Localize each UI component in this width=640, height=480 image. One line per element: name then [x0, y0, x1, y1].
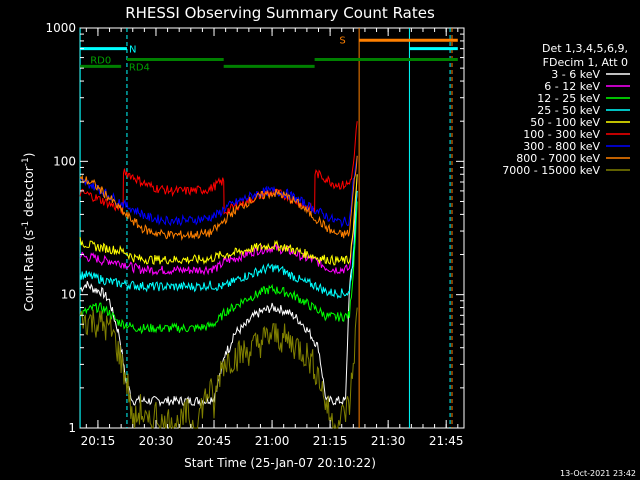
x-tick-label: 21:30	[371, 434, 406, 448]
y-axis-label: Count Rate (s-1 detector-1)	[21, 153, 36, 312]
legend-header-line-1: Det 1,3,4,5,6,9,	[542, 42, 628, 55]
y-axis-label-sup1: -1	[21, 221, 31, 230]
x-tick-label: 21:00	[255, 434, 290, 448]
x-tick-label: 21:15	[313, 434, 348, 448]
y-tick-label: 10	[61, 288, 76, 302]
y-tick-label: 100	[53, 154, 76, 168]
footer-timestamp: 13-Oct-2021 23:42	[560, 469, 636, 478]
legend-header-line-2: FDecim 1, Att 0	[543, 56, 628, 69]
series-layer	[79, 121, 358, 430]
x-tick-label: 20:45	[197, 434, 232, 448]
y-tick-label: 1000	[45, 21, 76, 35]
series-line	[79, 201, 358, 335]
x-tick-label: 20:15	[81, 434, 116, 448]
y-axis-label-sup2: -1	[21, 157, 31, 166]
state-label: S	[339, 35, 345, 46]
legend-entry-label: 3 - 6 keV	[551, 68, 600, 81]
legend: Det 1,3,4,5,6,9, FDecim 1, Att 0 3 - 6 k…	[502, 42, 630, 177]
chart-title: RHESSI Observing Summary Count Rates	[125, 4, 435, 22]
legend-entry-label: 50 - 100 keV	[530, 116, 600, 129]
y-axis-label-mid: detector	[22, 166, 36, 221]
series-line	[79, 190, 358, 299]
series-line	[79, 307, 358, 430]
y-axis-label-main: Count Rate (s	[22, 230, 36, 312]
x-tick-label: 20:30	[139, 434, 174, 448]
legend-entry-label: 25 - 50 keV	[537, 104, 600, 117]
state-label: RD4	[129, 62, 150, 73]
state-label: RD0	[90, 56, 111, 67]
y-tick-label: 1	[68, 421, 76, 435]
legend-entry-label: 800 - 7000 keV	[516, 152, 600, 165]
axis-layer: 1 10 100 1000 20:15 20:30 20:45 21:00 21:15 21:30…	[45, 21, 464, 448]
x-axis-label: Start Time (25-Jan-07 20:10:22)	[184, 456, 376, 470]
state-label: N	[129, 45, 136, 56]
x-tick-label: 21:45	[429, 434, 464, 448]
legend-entry-label: 300 - 800 keV	[523, 140, 600, 153]
legend-entry-label: 100 - 300 keV	[523, 128, 600, 141]
series-line	[79, 174, 358, 277]
legend-entry-label: 7000 - 15000 keV	[502, 164, 600, 177]
series-line	[80, 155, 358, 229]
legend-entry-label: 12 - 25 keV	[537, 92, 600, 105]
y-axis-label-end: )	[22, 153, 36, 158]
series-line	[79, 174, 358, 266]
series-line	[79, 155, 358, 241]
annotation-layer: N RD0 RD4 S	[79, 28, 458, 428]
legend-entry-label: 6 - 12 keV	[544, 80, 600, 93]
